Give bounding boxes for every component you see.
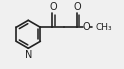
Text: O: O xyxy=(74,2,81,12)
Text: O: O xyxy=(82,22,90,32)
Text: O: O xyxy=(50,2,57,12)
Text: N: N xyxy=(25,50,32,60)
Text: CH₃: CH₃ xyxy=(96,23,112,32)
